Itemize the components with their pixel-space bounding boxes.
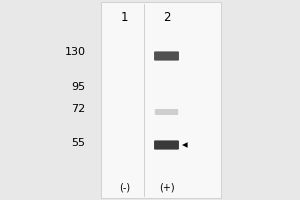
Text: 1: 1 xyxy=(121,11,128,24)
Text: 55: 55 xyxy=(71,138,85,148)
Text: (-): (-) xyxy=(119,182,130,192)
Text: 130: 130 xyxy=(64,47,86,57)
FancyBboxPatch shape xyxy=(155,109,178,115)
Text: 72: 72 xyxy=(71,104,85,114)
FancyBboxPatch shape xyxy=(154,140,179,150)
FancyBboxPatch shape xyxy=(100,2,220,198)
Text: (+): (+) xyxy=(159,182,174,192)
FancyBboxPatch shape xyxy=(154,51,179,61)
Text: 95: 95 xyxy=(71,82,85,92)
Text: 2: 2 xyxy=(163,11,170,24)
